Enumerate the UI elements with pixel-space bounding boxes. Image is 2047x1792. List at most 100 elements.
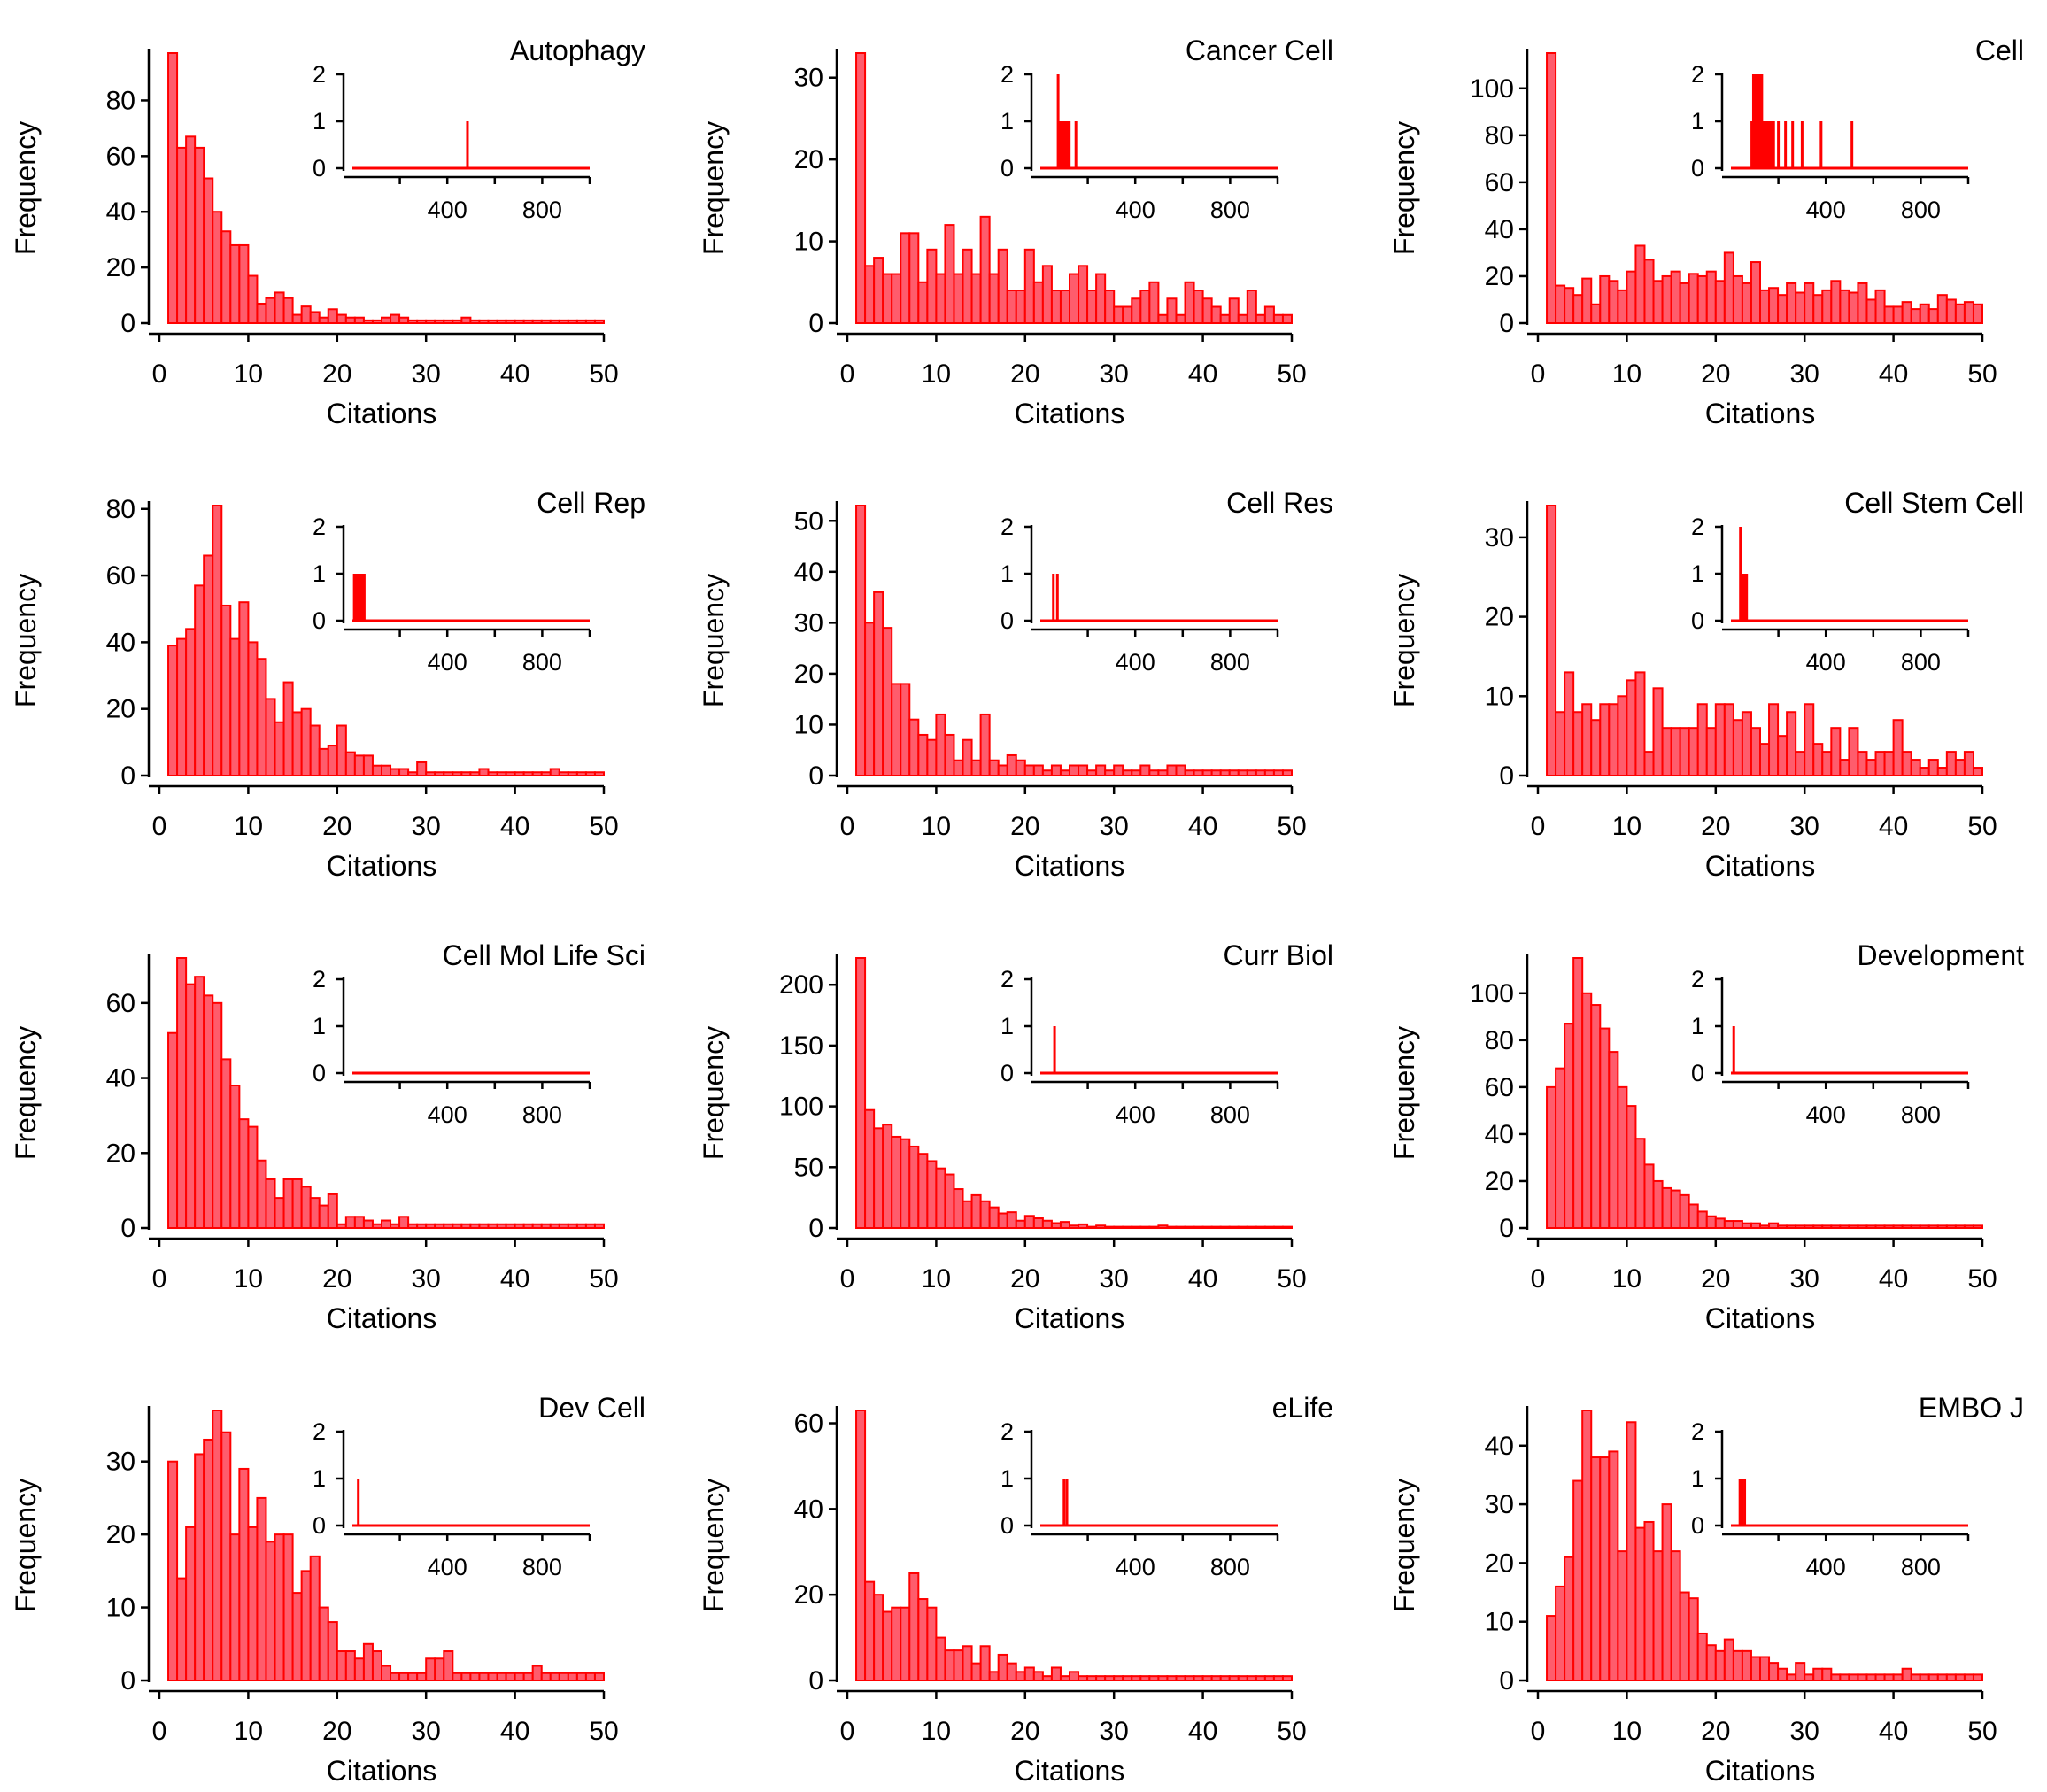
histogram-bar [496,1672,507,1681]
histogram-bar [443,1650,454,1681]
histogram-bar [1237,313,1248,324]
histogram-bar [1139,1675,1151,1681]
histogram-bar [1546,52,1557,324]
panel-title: Autophagy [510,35,645,66]
histogram-bar [567,1672,578,1681]
histogram-bar [1910,1673,1921,1681]
panel-title: Cell Res [1226,487,1333,519]
histogram-bar [318,1606,329,1682]
histogram-bar [1175,1225,1186,1229]
histogram-bar [1936,294,1948,325]
y-axis-title: Frequency [1388,121,1420,255]
histogram-bar [1927,759,1939,777]
histogram-bar [300,305,312,325]
histogram-bar [1626,1105,1637,1229]
histogram-bar [1095,1224,1107,1229]
histogram-bar [1927,1673,1939,1681]
histogram-bar [540,1672,552,1681]
inset-y-tick-label: 0 [313,607,326,634]
histogram-bar [549,768,560,776]
histogram-bar [855,957,867,1229]
histogram-bar [522,1672,534,1681]
histogram-bar [1555,711,1566,776]
histogram-bar [1148,1225,1160,1229]
histogram-bar [247,1125,259,1229]
histogram-bar [1228,297,1240,325]
histogram-bar [1617,1085,1628,1229]
y-axis-title: Frequency [10,574,42,707]
histogram-bar [1936,1673,1948,1681]
histogram-bar [567,319,578,325]
histogram-bar [1936,767,1948,777]
inset-x-tick-label: 800 [1901,197,1941,223]
histogram-bar [185,628,197,776]
histogram-bar [970,1662,982,1681]
histogram-bar [1705,727,1717,776]
x-tick-label: 50 [589,1264,618,1294]
histogram-bar [407,771,419,776]
inset-histogram: 0 1 2 400 800 [313,61,591,223]
histogram-bar [1272,313,1284,324]
histogram-bar [970,273,982,324]
histogram-bar [988,759,1000,776]
x-tick-label: 0 [1531,812,1546,841]
histogram-bar [1883,1224,1895,1229]
inset-x-tick-label: 400 [428,649,467,676]
histogram-bar [997,248,1008,324]
inset-y-tick-label: 2 [313,61,326,88]
histogram-bar [1193,1675,1204,1681]
x-tick-label: 20 [1010,1717,1039,1746]
histogram-bar [353,754,365,777]
histogram-bar [1564,1556,1575,1681]
histogram-bar [873,1127,884,1229]
x-tick-label: 10 [922,812,951,841]
histogram-bar [593,771,606,776]
histogram-bar [1166,1225,1178,1229]
histogram-bar [962,738,973,776]
histogram-bar [1910,1224,1921,1229]
histogram-bar [1777,1667,1788,1682]
histogram-bar [300,707,312,776]
y-tick-label: 0 [120,1666,135,1695]
histogram-bar [1210,769,1222,777]
histogram-bar [1255,313,1266,324]
histogram-bar [1139,290,1151,324]
x-tick-label: 0 [840,1717,855,1746]
histogram-bar [1848,291,1859,324]
histogram-bar [1688,273,1699,325]
histogram-bar [212,505,223,776]
x-tick-label: 10 [1612,812,1641,841]
histogram-bar [1564,287,1575,324]
histogram-bar [1919,1224,1930,1229]
histogram-bar [1608,1450,1619,1682]
y-tick-label: 20 [794,660,823,689]
histogram-bar [1661,1503,1672,1681]
y-tick-label: 30 [1485,523,1514,552]
histogram-bar [944,1173,955,1230]
histogram-bar [900,232,911,325]
histogram-bar [1599,1027,1611,1229]
histogram-bar [1201,1675,1213,1681]
histogram-bar [176,957,188,1229]
histogram-bar [1892,305,1904,325]
histogram-bar [274,721,285,777]
y-tick-label: 40 [106,628,135,657]
histogram-bar [1546,1615,1557,1681]
histogram-bar [1661,274,1672,324]
histogram-bar [1874,1224,1886,1229]
histogram-bar [1804,282,1815,325]
histogram-bar [194,146,205,324]
inset-y-tick-label: 0 [1000,1060,1014,1086]
x-tick-label: 20 [1701,812,1730,841]
histogram-bar [988,273,1000,324]
inset-x-tick-label: 400 [1806,649,1846,676]
x-tick-label: 0 [1531,1717,1546,1746]
inset-y-tick-label: 1 [313,560,326,587]
histogram-bar [1652,1550,1664,1682]
histogram-bar [1041,1675,1053,1681]
histogram-bar [1795,751,1806,777]
y-tick-label: 60 [1485,168,1514,197]
histogram-bar [962,248,973,324]
inset-x-tick-label: 400 [1806,1101,1846,1128]
